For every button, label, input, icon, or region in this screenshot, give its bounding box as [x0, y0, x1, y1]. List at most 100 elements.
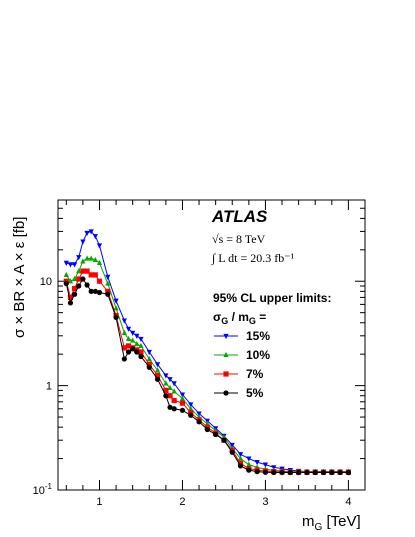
- data-point: [237, 452, 244, 458]
- data-point: [312, 469, 318, 476]
- legend-title: 95% CL upper limits:: [213, 291, 331, 305]
- data-point: [188, 402, 194, 408]
- data-point: [105, 274, 111, 281]
- data-point: [163, 393, 169, 399]
- data-point: [84, 230, 90, 237]
- data-point: [80, 268, 86, 274]
- data-point: [262, 462, 269, 468]
- data-point: [337, 469, 343, 476]
- data-point: [138, 349, 144, 355]
- data-point: [76, 255, 82, 261]
- atlas-label: ATLAS: [211, 207, 268, 226]
- data-point: [146, 349, 152, 356]
- data-point: [134, 333, 140, 339]
- data-point: [146, 355, 152, 362]
- data-point: [105, 288, 111, 294]
- data-point: [213, 431, 219, 438]
- data-point: [296, 469, 302, 476]
- data-point: [167, 393, 173, 399]
- data-point: [88, 272, 94, 278]
- data-point: [138, 342, 144, 349]
- data-point: [171, 388, 177, 394]
- data-point: [71, 291, 78, 297]
- data-point: [167, 377, 173, 383]
- legend: 15% 10% 7% 5%: [214, 329, 270, 400]
- data-point: [92, 256, 98, 263]
- data-point: [246, 456, 252, 462]
- data-point: [320, 469, 327, 476]
- data-point: [113, 314, 119, 321]
- legend-label: 7%: [246, 367, 264, 381]
- data-point: [76, 268, 82, 274]
- data-point: [92, 288, 98, 294]
- y-tick-label: 10: [40, 276, 52, 288]
- legend-subtitle: σG / mG =: [213, 310, 266, 326]
- data-point: [237, 463, 244, 469]
- data-point: [113, 298, 119, 304]
- data-point: [163, 387, 169, 393]
- x-tick-label: 3: [262, 496, 268, 508]
- legend-entry: 10%: [214, 348, 270, 362]
- data-point: [146, 364, 152, 370]
- data-point: [121, 329, 127, 335]
- y-tick-label: 1: [46, 381, 52, 393]
- legend-entry: 5%: [214, 386, 264, 400]
- data-point: [254, 460, 260, 466]
- series-line: [66, 230, 349, 473]
- data-point: [96, 289, 103, 296]
- data-point: [134, 340, 140, 347]
- data-point: [80, 258, 86, 264]
- data-point: [229, 449, 235, 455]
- data-point: [163, 373, 169, 379]
- data-point: [130, 346, 136, 352]
- plot-frame: [57, 199, 366, 491]
- data-point: [125, 349, 132, 355]
- data-point: [76, 276, 82, 282]
- data-point: [196, 419, 202, 425]
- data-point: [179, 395, 186, 401]
- data-point: [84, 268, 90, 274]
- axis-tick-labels: 1 2 3 4 10-1 1 10: [33, 276, 352, 508]
- data-point: [121, 318, 127, 324]
- data-point: [154, 367, 161, 373]
- data-point: [92, 272, 98, 278]
- data-point: [130, 330, 136, 336]
- data-point: [246, 461, 252, 467]
- legend-entry: 7%: [214, 367, 264, 381]
- data-point: [167, 384, 173, 391]
- data-point: [134, 349, 140, 355]
- data-point: [179, 400, 186, 406]
- data-point: [84, 255, 90, 261]
- legend-label: 10%: [246, 348, 270, 362]
- data-point: [125, 335, 132, 342]
- data-point: [84, 282, 90, 288]
- data-point: [63, 280, 69, 287]
- data-point: [67, 300, 74, 306]
- data-point: [80, 276, 86, 282]
- data-point: [63, 271, 69, 277]
- data-point: [167, 404, 173, 410]
- data-point: [63, 260, 69, 266]
- x-tick-label: 2: [179, 496, 185, 508]
- x-axis-label: mG [TeV]: [302, 513, 361, 533]
- legend-marker: [223, 371, 229, 377]
- x-tick-label: 4: [345, 496, 351, 508]
- data-point: [125, 343, 132, 349]
- data-point: [171, 397, 177, 404]
- data-point: [96, 278, 103, 284]
- data-point: [179, 407, 186, 413]
- data-point: [121, 356, 127, 362]
- data-point: [154, 372, 161, 379]
- data-point: [138, 353, 144, 360]
- data-point: [92, 234, 98, 240]
- data-point: [71, 285, 78, 292]
- data-point: [163, 380, 169, 386]
- legend-label: 15%: [246, 329, 270, 343]
- data-point: [67, 294, 74, 300]
- energy-label: √s = 8 TeV: [212, 232, 266, 246]
- data-point: [179, 392, 186, 398]
- data-point: [96, 259, 103, 265]
- data-point: [237, 455, 244, 461]
- data-point: [188, 405, 194, 411]
- data-point: [88, 288, 94, 294]
